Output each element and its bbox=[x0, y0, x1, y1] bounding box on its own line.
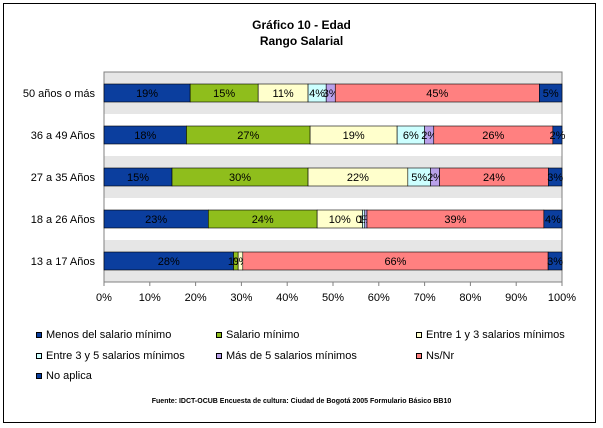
data-label: 2% bbox=[421, 130, 437, 142]
legend-label: No aplica bbox=[46, 370, 92, 382]
chart-title: Gráfico 10 - Edad bbox=[252, 18, 351, 32]
legend-swatch bbox=[216, 353, 222, 359]
data-label: 4% bbox=[309, 88, 325, 100]
x-tick-label: 30% bbox=[230, 292, 252, 304]
legend: Menos del salario mínimo Salario mínimo En… bbox=[36, 329, 576, 390]
data-label: 24% bbox=[483, 172, 505, 184]
legend-swatch bbox=[416, 332, 422, 338]
data-label: 11% bbox=[273, 88, 294, 100]
category-label: 18 a 26 Años bbox=[31, 214, 96, 226]
data-label: 39% bbox=[444, 214, 466, 226]
x-tick-label: 80% bbox=[459, 292, 481, 304]
legend-label: Entre 1 y 3 salarios mínimos bbox=[426, 329, 565, 341]
data-label: 23% bbox=[145, 214, 167, 226]
data-label: 5% bbox=[543, 88, 559, 100]
x-tick-label: 90% bbox=[505, 292, 527, 304]
bar-segment bbox=[543, 209, 563, 229]
data-label: 15% bbox=[127, 172, 149, 184]
data-label: 28% bbox=[158, 256, 180, 268]
data-label: 5% bbox=[411, 172, 427, 184]
data-label: 26% bbox=[482, 130, 504, 142]
data-label: 19% bbox=[343, 130, 365, 142]
x-tick-label: 70% bbox=[414, 292, 436, 304]
data-label: 2% bbox=[549, 130, 565, 142]
x-tick-label: 10% bbox=[139, 292, 161, 304]
data-label: 24% bbox=[252, 214, 274, 226]
data-label: 4% bbox=[545, 214, 561, 226]
data-label: 18% bbox=[134, 130, 156, 142]
legend-label: Ns/Nr bbox=[426, 350, 455, 362]
x-tick-label: 100% bbox=[548, 292, 576, 304]
legend-swatch bbox=[36, 332, 42, 338]
x-tick-label: 20% bbox=[185, 292, 207, 304]
category-label: 50 años o más bbox=[23, 88, 96, 100]
data-label: 2% bbox=[427, 172, 443, 184]
legend-label: Más de 5 salarios mínimos bbox=[226, 350, 357, 362]
bar-segment bbox=[548, 167, 563, 187]
legend-label: Entre 3 y 5 salarios mínimos bbox=[46, 350, 185, 362]
bar-segment bbox=[539, 83, 563, 103]
legend-label: Menos del salario mínimo bbox=[46, 329, 172, 341]
data-label: 22% bbox=[347, 172, 369, 184]
data-label: 10% bbox=[329, 214, 351, 226]
data-label: 19% bbox=[136, 88, 158, 100]
x-tick-label: 40% bbox=[276, 292, 298, 304]
category-label: 13 a 17 Años bbox=[31, 256, 96, 268]
legend-label: Salario mínimo bbox=[226, 329, 300, 341]
chart-subtitle: Rango Salarial bbox=[259, 34, 344, 48]
source-note: Fuente: IDCT-OCUB Encuesta de cultura: C… bbox=[151, 398, 452, 405]
x-tick-label: 0% bbox=[96, 292, 112, 304]
data-label: 66% bbox=[384, 256, 406, 268]
data-label: 6% bbox=[403, 130, 419, 142]
data-label: 3% bbox=[547, 256, 563, 268]
data-label: 15% bbox=[213, 88, 235, 100]
data-label: 27% bbox=[237, 130, 259, 142]
bar-segment bbox=[547, 251, 563, 271]
legend-swatch bbox=[36, 353, 42, 359]
legend-swatch bbox=[36, 373, 42, 379]
data-label: 3% bbox=[547, 172, 563, 184]
data-label: 3% bbox=[323, 88, 339, 100]
data-label: 45% bbox=[426, 88, 448, 100]
category-label: 27 a 35 Años bbox=[31, 172, 96, 184]
legend-swatch bbox=[216, 332, 222, 338]
x-tick-label: 50% bbox=[322, 292, 344, 304]
legend-swatch bbox=[416, 353, 422, 359]
x-tick-label: 60% bbox=[368, 292, 390, 304]
bar-segment bbox=[552, 125, 563, 145]
data-label: 30% bbox=[229, 172, 251, 184]
category-label: 36 a 49 Años bbox=[31, 130, 96, 142]
